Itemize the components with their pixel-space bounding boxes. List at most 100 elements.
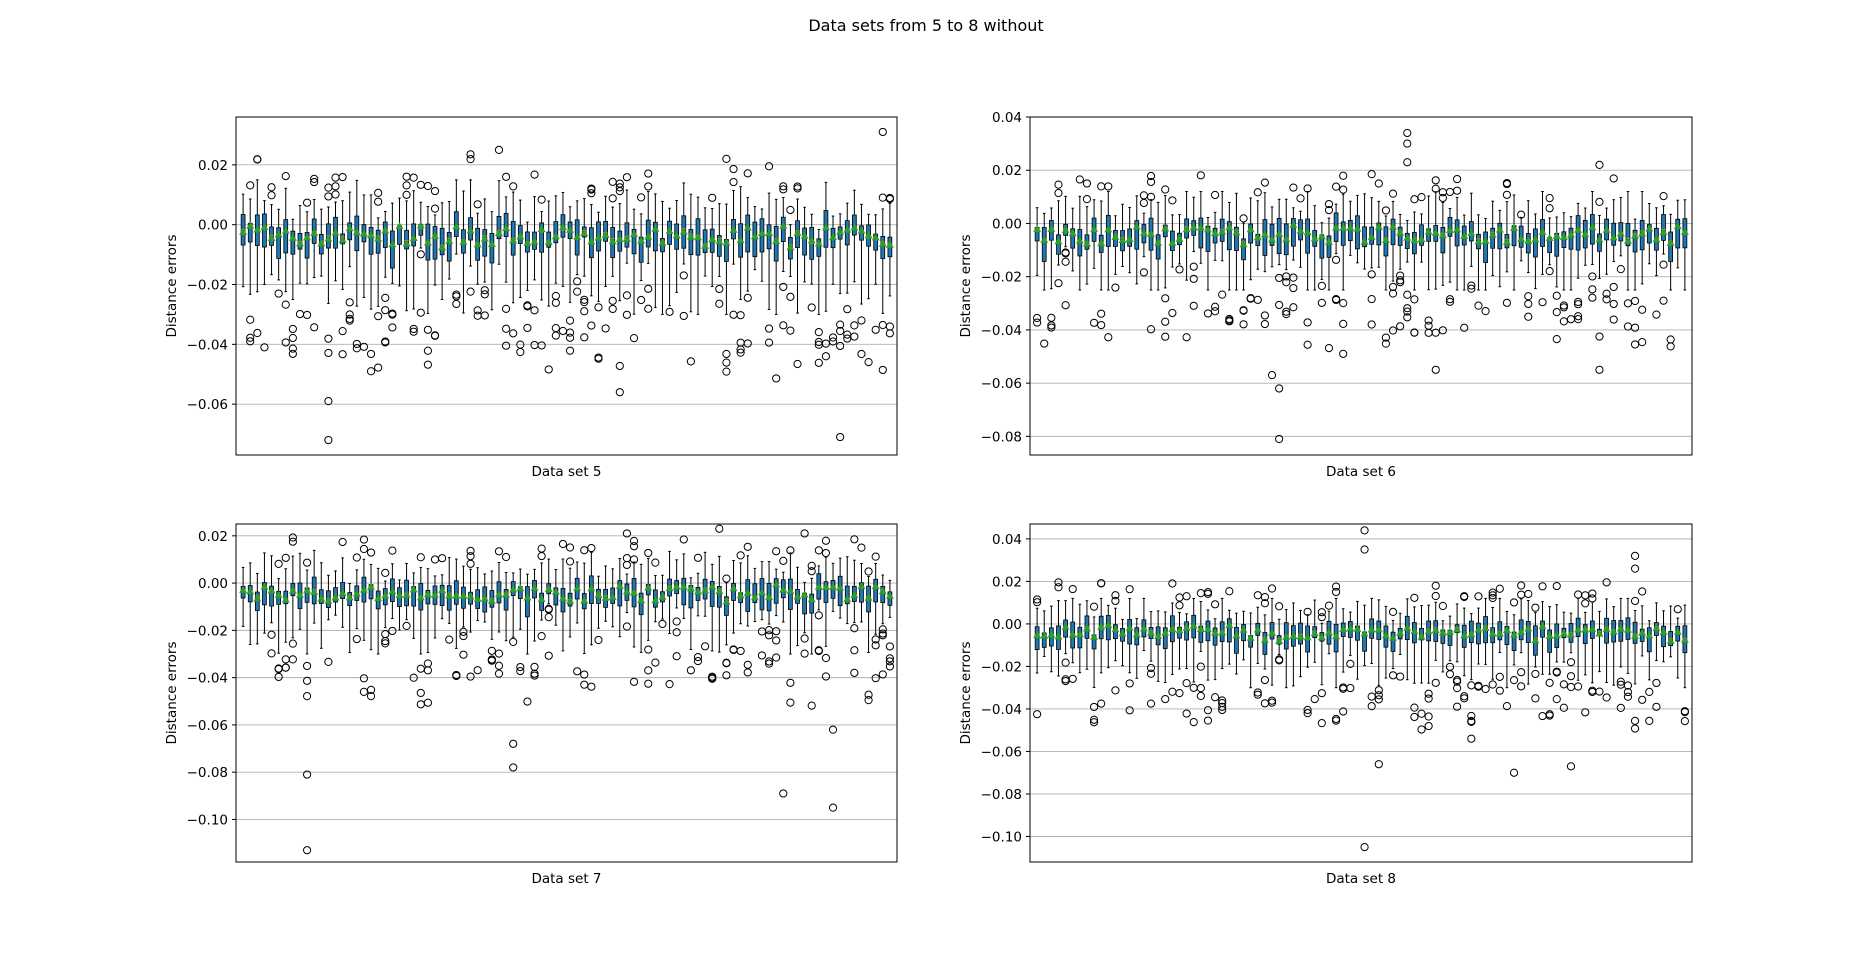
subplot-2: 0.04 0.02 0.00 −0.02 −0.04 −0.06 −0.08 Data set… — [958, 110, 1693, 480]
mean-marker — [345, 224, 354, 232]
mean-marker — [1403, 233, 1412, 241]
outlier-point — [779, 789, 788, 798]
outlier-point — [1638, 695, 1647, 704]
outlier-point — [1374, 695, 1383, 704]
outlier-point — [1396, 278, 1405, 287]
mean-marker — [1246, 633, 1255, 641]
outlier-point — [1460, 592, 1469, 601]
outlier-point — [381, 636, 390, 646]
mean-marker — [1389, 633, 1398, 641]
mean-marker — [1132, 222, 1141, 230]
mean-marker — [630, 230, 639, 238]
mean-marker — [1467, 229, 1476, 237]
mean-marker — [878, 587, 887, 595]
outlier-point — [288, 349, 297, 358]
mean-marker — [1161, 224, 1170, 232]
mean-marker — [388, 587, 397, 595]
mean-marker — [338, 589, 347, 597]
mean-marker — [324, 596, 333, 604]
outlier-point — [1239, 320, 1248, 329]
outlier-point — [1331, 255, 1341, 264]
outlier-point — [246, 315, 255, 324]
outlier-point — [1403, 128, 1412, 138]
box — [617, 580, 623, 607]
outlier-point — [1452, 675, 1462, 685]
x-axis-label: Data set 5 — [531, 464, 601, 480]
mean-marker — [601, 230, 610, 238]
mean-marker — [1431, 228, 1440, 236]
outlier-point — [1033, 595, 1042, 604]
mean-marker — [1545, 233, 1554, 241]
outlier-point — [857, 543, 866, 552]
mean-marker — [1332, 223, 1341, 231]
box — [788, 578, 793, 610]
outlier-point — [501, 324, 511, 333]
outlier-point — [580, 295, 589, 304]
outlier-point — [1367, 270, 1376, 279]
mean-marker — [473, 240, 482, 248]
mean-marker — [1303, 633, 1312, 641]
outlier-point — [1388, 326, 1398, 335]
mean-marker — [1645, 224, 1654, 232]
mean-marker — [1125, 623, 1134, 631]
outlier-point — [1659, 296, 1668, 305]
outlier-point — [1538, 298, 1547, 307]
mean-marker — [829, 582, 838, 590]
outlier-point — [544, 651, 553, 660]
outlier-point — [288, 537, 297, 546]
mean-marker — [1253, 233, 1262, 241]
outlier-point — [1253, 690, 1262, 699]
outlier-point — [587, 321, 596, 330]
mean-marker — [871, 581, 880, 589]
outlier-point — [1303, 709, 1312, 718]
outlier-point — [1260, 319, 1270, 329]
outlier-point — [779, 185, 788, 194]
mean-marker — [530, 583, 539, 591]
box — [1454, 219, 1460, 247]
box — [390, 230, 395, 269]
outlier-point — [1545, 267, 1554, 276]
mean-marker — [850, 223, 859, 231]
outlier-point — [764, 338, 774, 347]
mean-marker — [637, 596, 646, 604]
axes-frame — [1029, 523, 1693, 863]
mean-marker — [1417, 632, 1426, 640]
outlier-point — [821, 352, 831, 361]
outlier-point — [1097, 309, 1106, 318]
outlier-point — [1111, 686, 1120, 695]
mean-marker — [715, 587, 724, 595]
outlier-point — [651, 658, 660, 667]
outlier-point — [587, 543, 596, 553]
mean-marker — [452, 591, 461, 599]
outlier-point — [1574, 300, 1583, 309]
outlier-point — [665, 307, 674, 316]
outlier-point — [1161, 294, 1170, 303]
mean-marker — [615, 234, 624, 242]
mean-marker — [1424, 627, 1433, 635]
mean-marker — [445, 236, 454, 244]
outlier-point — [1609, 299, 1618, 309]
mean-marker — [1289, 220, 1298, 228]
mean-marker — [1410, 236, 1419, 244]
outlier-point — [587, 184, 596, 193]
outlier-point — [871, 635, 880, 644]
box — [1269, 223, 1275, 246]
outlier-point — [1317, 281, 1326, 290]
y-tick-label: −0.08 — [981, 429, 1022, 445]
outlier-point — [1488, 680, 1497, 689]
y-axis-label: Distance errors — [164, 234, 180, 337]
outlier-point — [381, 629, 390, 639]
outlier-point — [828, 803, 838, 812]
mean-marker — [1196, 625, 1205, 633]
outlier-point — [416, 664, 425, 673]
outlier-point — [729, 164, 738, 174]
mean-marker — [1225, 223, 1234, 231]
mean-marker — [1239, 625, 1248, 633]
y-tick-label: −0.06 — [981, 376, 1022, 392]
outlier-point — [793, 184, 802, 193]
outlier-point — [1331, 295, 1341, 305]
mean-marker — [1467, 630, 1476, 638]
outlier-point — [1146, 171, 1156, 181]
outlier-point — [530, 662, 539, 672]
outlier-point — [416, 700, 425, 709]
